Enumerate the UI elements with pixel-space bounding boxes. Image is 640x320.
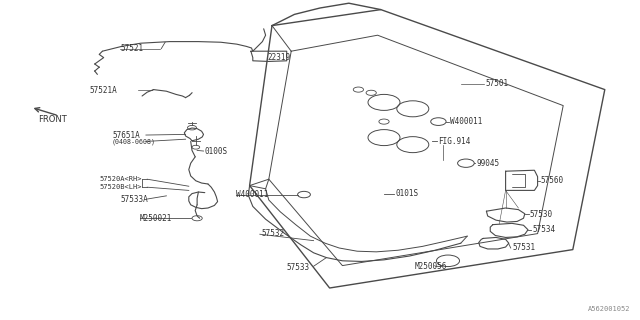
Text: 57560: 57560 (541, 176, 564, 185)
Text: 57501: 57501 (485, 79, 508, 88)
Text: A562001052: A562001052 (588, 306, 630, 312)
Text: 0100S: 0100S (205, 147, 228, 156)
Text: 57534: 57534 (532, 225, 556, 234)
Text: M250021: M250021 (140, 214, 172, 223)
Text: 57531: 57531 (512, 244, 535, 252)
Text: 99045: 99045 (477, 159, 500, 168)
Text: FIG.914: FIG.914 (438, 137, 471, 146)
Text: 57532: 57532 (261, 229, 284, 238)
Text: W400011: W400011 (236, 190, 268, 199)
Text: FRONT: FRONT (38, 116, 67, 124)
Text: 57530: 57530 (530, 210, 553, 219)
Text: W400011: W400011 (450, 117, 483, 126)
Text: 0101S: 0101S (396, 189, 419, 198)
Text: 57520A<RH>: 57520A<RH> (99, 176, 141, 182)
Text: 57520B<LH>: 57520B<LH> (99, 184, 141, 190)
Text: 57533A: 57533A (120, 195, 148, 204)
Text: M250056: M250056 (415, 262, 447, 271)
Text: 57521: 57521 (120, 44, 143, 53)
Text: 22319: 22319 (268, 53, 291, 62)
Text: 57521A: 57521A (90, 86, 117, 95)
Text: (0408-0608): (0408-0608) (112, 138, 156, 145)
Text: 57651A: 57651A (112, 131, 140, 140)
Text: 57533: 57533 (287, 263, 310, 272)
